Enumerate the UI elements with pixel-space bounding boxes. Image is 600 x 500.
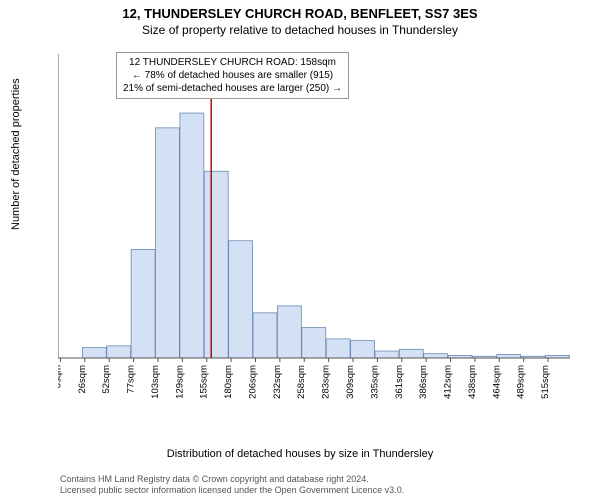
svg-text:52sqm: 52sqm: [101, 365, 112, 394]
svg-text:515sqm: 515sqm: [540, 365, 551, 399]
annotation-line-3: 21% of semi-detached houses are larger (…: [123, 82, 342, 95]
svg-text:309sqm: 309sqm: [345, 365, 356, 399]
y-axis-label: Number of detached properties: [10, 78, 22, 230]
annotation-line-1: 12 THUNDERSLEY CHURCH ROAD: 158sqm: [123, 56, 342, 69]
svg-text:438sqm: 438sqm: [467, 365, 478, 399]
svg-text:155sqm: 155sqm: [199, 365, 210, 399]
annotation-line-2: ← 78% of detached houses are smaller (91…: [123, 69, 342, 82]
svg-text:283sqm: 283sqm: [321, 365, 332, 399]
svg-text:232sqm: 232sqm: [272, 365, 283, 399]
annotation-box: 12 THUNDERSLEY CHURCH ROAD: 158sqm ← 78%…: [116, 52, 349, 99]
svg-text:103sqm: 103sqm: [150, 365, 161, 399]
x-axis-label: Distribution of detached houses by size …: [0, 448, 600, 460]
svg-text:129sqm: 129sqm: [174, 365, 185, 399]
svg-text:412sqm: 412sqm: [443, 365, 454, 399]
svg-text:26sqm: 26sqm: [77, 365, 88, 394]
svg-text:206sqm: 206sqm: [247, 365, 258, 399]
svg-text:489sqm: 489sqm: [516, 365, 527, 399]
svg-text:335sqm: 335sqm: [369, 365, 380, 399]
svg-text:77sqm: 77sqm: [126, 365, 137, 394]
svg-text:180sqm: 180sqm: [223, 365, 234, 399]
svg-text:0sqm: 0sqm: [58, 365, 63, 388]
plot-area: 0501001502002503003500sqm26sqm52sqm77sqm…: [58, 48, 578, 408]
svg-text:361sqm: 361sqm: [394, 365, 405, 399]
svg-text:386sqm: 386sqm: [418, 365, 429, 399]
chart-title-sub: Size of property relative to detached ho…: [0, 21, 600, 37]
chart-title-main: 12, THUNDERSLEY CHURCH ROAD, BENFLEET, S…: [0, 0, 600, 21]
footer-line-1: Contains HM Land Registry data © Crown c…: [60, 474, 404, 485]
histogram-svg: 0501001502002503003500sqm26sqm52sqm77sqm…: [58, 48, 578, 408]
footer-line-2: Licensed public sector information licen…: [60, 485, 404, 496]
svg-text:464sqm: 464sqm: [491, 365, 502, 399]
svg-text:258sqm: 258sqm: [296, 365, 307, 399]
footer-attribution: Contains HM Land Registry data © Crown c…: [60, 474, 404, 496]
chart-container: 12, THUNDERSLEY CHURCH ROAD, BENFLEET, S…: [0, 0, 600, 500]
